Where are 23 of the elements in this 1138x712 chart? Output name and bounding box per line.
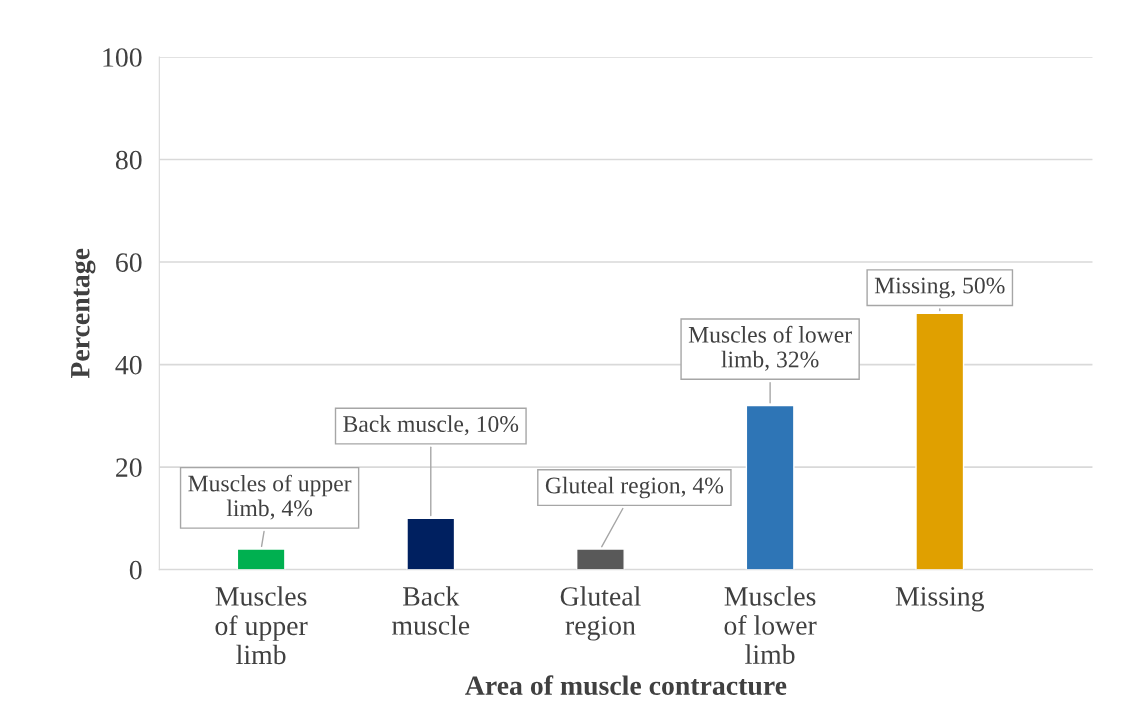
y-tick-label: 100 (103, 48, 142, 67)
y-tick-label: 0 (129, 560, 142, 580)
bar (236, 548, 286, 570)
x-tick-label: Gluteal region (560, 586, 641, 641)
bar (915, 312, 965, 570)
bar (406, 517, 456, 570)
x-tick-label: Muscles of upper limb (215, 586, 308, 665)
x-tick-label: Missing (895, 587, 985, 612)
bar (576, 548, 625, 570)
y-tick-label: 80 (115, 150, 142, 170)
data-label: Back muscle, 10% (343, 415, 519, 436)
data-label: Gluteal region, 4% (545, 476, 724, 499)
x-tick-label: Muscles of lower limb (724, 586, 817, 664)
bar (745, 404, 795, 570)
data-label: Missing, 50% (874, 277, 1005, 299)
x-tick-label: Back muscle (392, 586, 470, 635)
data-label: Muscles of upper limb, 4% (188, 474, 352, 520)
y-tick-label: 60 (116, 253, 142, 272)
data-label: Muscles of lower limb, 32% (688, 325, 852, 371)
y-tick-label: 20 (116, 458, 142, 477)
y-axis-title: Percentage (71, 248, 96, 379)
y-tick-label: 40 (115, 355, 142, 375)
x-axis-title: Area of muscle contracture (465, 675, 787, 696)
